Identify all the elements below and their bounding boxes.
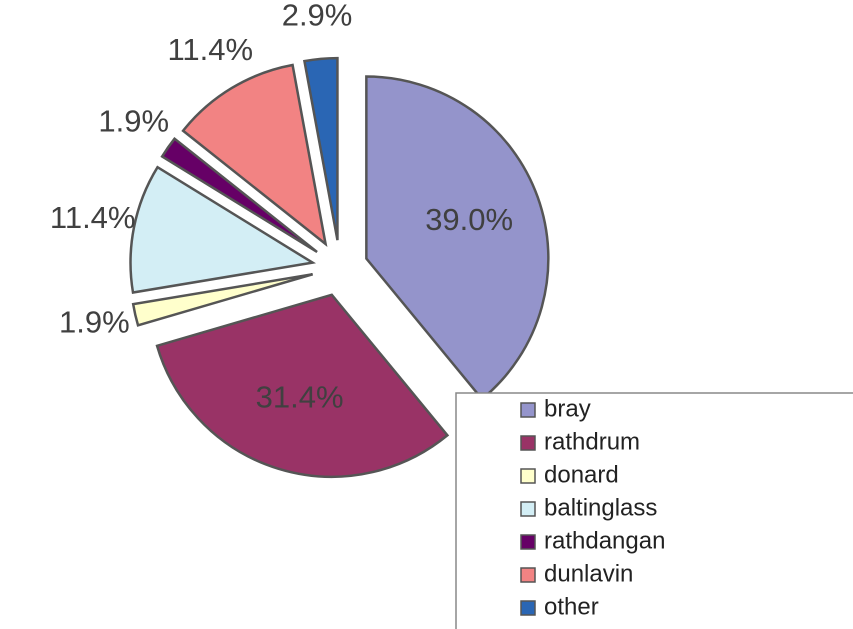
- legend-label: baltinglass: [544, 494, 657, 521]
- data-label: 2.9%: [282, 0, 353, 32]
- pie-slice: [365, 75, 550, 401]
- pie-slice: [155, 293, 450, 479]
- pie-slice: [131, 273, 314, 327]
- legend-label: rathdangan: [544, 527, 665, 554]
- legend-swatch: [520, 468, 536, 484]
- legend-label: rathdrum: [544, 428, 640, 455]
- data-label: 1.9%: [59, 304, 130, 339]
- legend-label: dunlavin: [544, 560, 633, 587]
- data-label: 31.4%: [256, 379, 344, 414]
- legend-swatch: [520, 534, 536, 550]
- data-label: 1.9%: [98, 103, 169, 138]
- data-labels: 39.0% 31.4% 1.9% 11.4% 1.9% 11.4% 2.9%: [50, 0, 513, 414]
- legend-label: bray: [544, 395, 591, 422]
- data-label: 11.4%: [167, 32, 253, 67]
- legend-swatch: [520, 435, 536, 451]
- legend-label: other: [544, 593, 599, 620]
- data-label: 11.4%: [50, 200, 136, 235]
- legend-swatch: [520, 501, 536, 517]
- pie-slice: [129, 165, 317, 294]
- legend-label: donard: [544, 461, 619, 488]
- pie-slice: [181, 63, 328, 248]
- pie: [129, 56, 550, 479]
- legend-swatch: [520, 600, 536, 616]
- legend-swatch: [520, 402, 536, 418]
- legend: bray rathdrum donard baltinglass rathdangan d…: [455, 392, 853, 629]
- pie-slice: [302, 56, 339, 241]
- legend-swatch: [520, 567, 536, 583]
- pie-slice: [160, 136, 318, 253]
- data-label: 39.0%: [425, 202, 513, 237]
